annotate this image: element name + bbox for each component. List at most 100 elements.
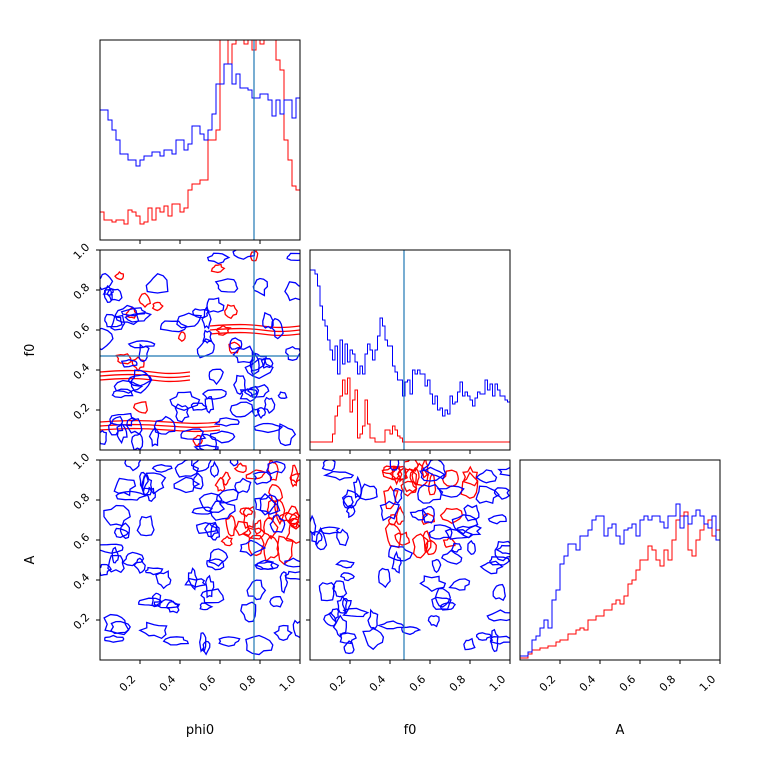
contour-line <box>321 460 336 472</box>
contour-line <box>176 312 203 329</box>
contour-line <box>138 621 168 640</box>
contour-line <box>100 327 114 351</box>
contour-line <box>208 548 229 567</box>
contour-line <box>124 312 153 323</box>
contour-line <box>110 314 126 331</box>
contour-line <box>391 465 403 486</box>
x-axis-label-phi0: phi0 <box>186 723 214 738</box>
hist-panel-f0 <box>309 249 511 454</box>
contour-line <box>239 507 254 518</box>
contour-line <box>209 430 236 444</box>
y-tick-label: 0.2 <box>71 611 93 633</box>
contour-line <box>202 640 211 656</box>
y-tick-label: 1.0 <box>71 451 93 473</box>
contour-line <box>332 580 348 598</box>
contour-line <box>110 620 131 635</box>
contour-line <box>273 498 286 526</box>
contour-line <box>130 369 152 394</box>
contour-line <box>173 476 201 494</box>
hist-panel-phi0 <box>99 39 301 244</box>
contour-line <box>475 485 500 505</box>
contour-line <box>214 278 239 293</box>
contour-line <box>115 353 132 365</box>
contour-panel-phi0-f0: 0.2 0.4 0.6 0.8 1.0 <box>71 241 301 454</box>
contour-line <box>180 428 207 441</box>
contour-line <box>279 571 289 594</box>
hist-phi0-blue <box>100 63 300 240</box>
contour-line <box>489 628 499 653</box>
x-tick-label: 0.8 <box>657 673 679 695</box>
contour-line <box>284 570 300 580</box>
contour-line <box>209 500 236 521</box>
contour-line <box>448 578 471 591</box>
contour-line <box>141 474 153 496</box>
contour-line <box>336 528 349 547</box>
x-axis-phi0: 0.2 0.4 0.6 0.8 1.0 phi0 <box>117 660 301 738</box>
y-tick-label: 0.8 <box>71 491 93 513</box>
contour-line <box>250 353 260 376</box>
hist-frame-phi0 <box>99 39 301 241</box>
x-axis-f0: 0.2 0.4 0.6 0.8 1.0 f0 <box>327 660 511 738</box>
y-tick-label: 1.0 <box>71 241 93 263</box>
contour-line <box>409 466 420 486</box>
x-tick-label: 0.8 <box>447 673 469 695</box>
contour-line <box>265 460 286 475</box>
contour-line <box>220 535 233 547</box>
contour-line <box>151 301 164 312</box>
contour-line <box>229 337 243 350</box>
contour-line <box>232 250 256 260</box>
hist-f0-blue <box>310 269 510 450</box>
contour-line <box>245 469 267 480</box>
contour-line <box>284 281 300 302</box>
contour-line <box>328 608 340 622</box>
contour-line <box>322 470 355 481</box>
contour-line <box>224 304 238 320</box>
x-tick-label: 0.2 <box>537 673 559 695</box>
contour-line <box>100 429 107 446</box>
contour-line <box>199 602 214 611</box>
contour-line <box>120 359 138 368</box>
contour-line <box>234 520 252 538</box>
contour-line <box>100 373 191 379</box>
contour-panel-f0-A <box>306 459 511 664</box>
contour-line <box>263 517 279 540</box>
contour-line <box>201 388 227 400</box>
contour-line <box>246 579 267 601</box>
contour-line <box>419 466 446 482</box>
contour-line <box>136 515 155 537</box>
contour-line <box>119 522 131 540</box>
contour-line <box>130 433 144 450</box>
contour-line <box>242 527 266 540</box>
contour-line <box>278 423 297 447</box>
contour-line <box>193 444 219 450</box>
contour-line <box>428 472 437 496</box>
contour-line <box>103 613 130 636</box>
contour-line <box>206 558 225 571</box>
contour-line <box>234 477 252 495</box>
contour-line <box>252 471 273 486</box>
contour-line <box>463 504 480 522</box>
contour-line <box>401 626 422 636</box>
contour-line <box>462 465 478 487</box>
contour-line <box>367 608 379 630</box>
contour-line <box>218 636 241 647</box>
contour-line <box>284 505 300 527</box>
contour-line <box>277 391 288 399</box>
contour-line <box>428 524 453 540</box>
contour-frame <box>309 459 511 661</box>
contour-line <box>100 543 124 554</box>
contour-line <box>233 462 247 474</box>
contour-line <box>199 632 207 653</box>
contour-line <box>111 388 134 399</box>
contour-line <box>342 607 370 618</box>
contour-line <box>240 601 257 623</box>
contour-line <box>343 640 355 655</box>
hist-A-red <box>520 511 720 660</box>
contour-line <box>162 636 190 646</box>
x-axis-label-A: A <box>616 723 625 738</box>
contour-line <box>253 492 277 516</box>
contour-line <box>174 460 200 478</box>
contour-line <box>205 574 215 599</box>
contour-line <box>108 415 124 436</box>
